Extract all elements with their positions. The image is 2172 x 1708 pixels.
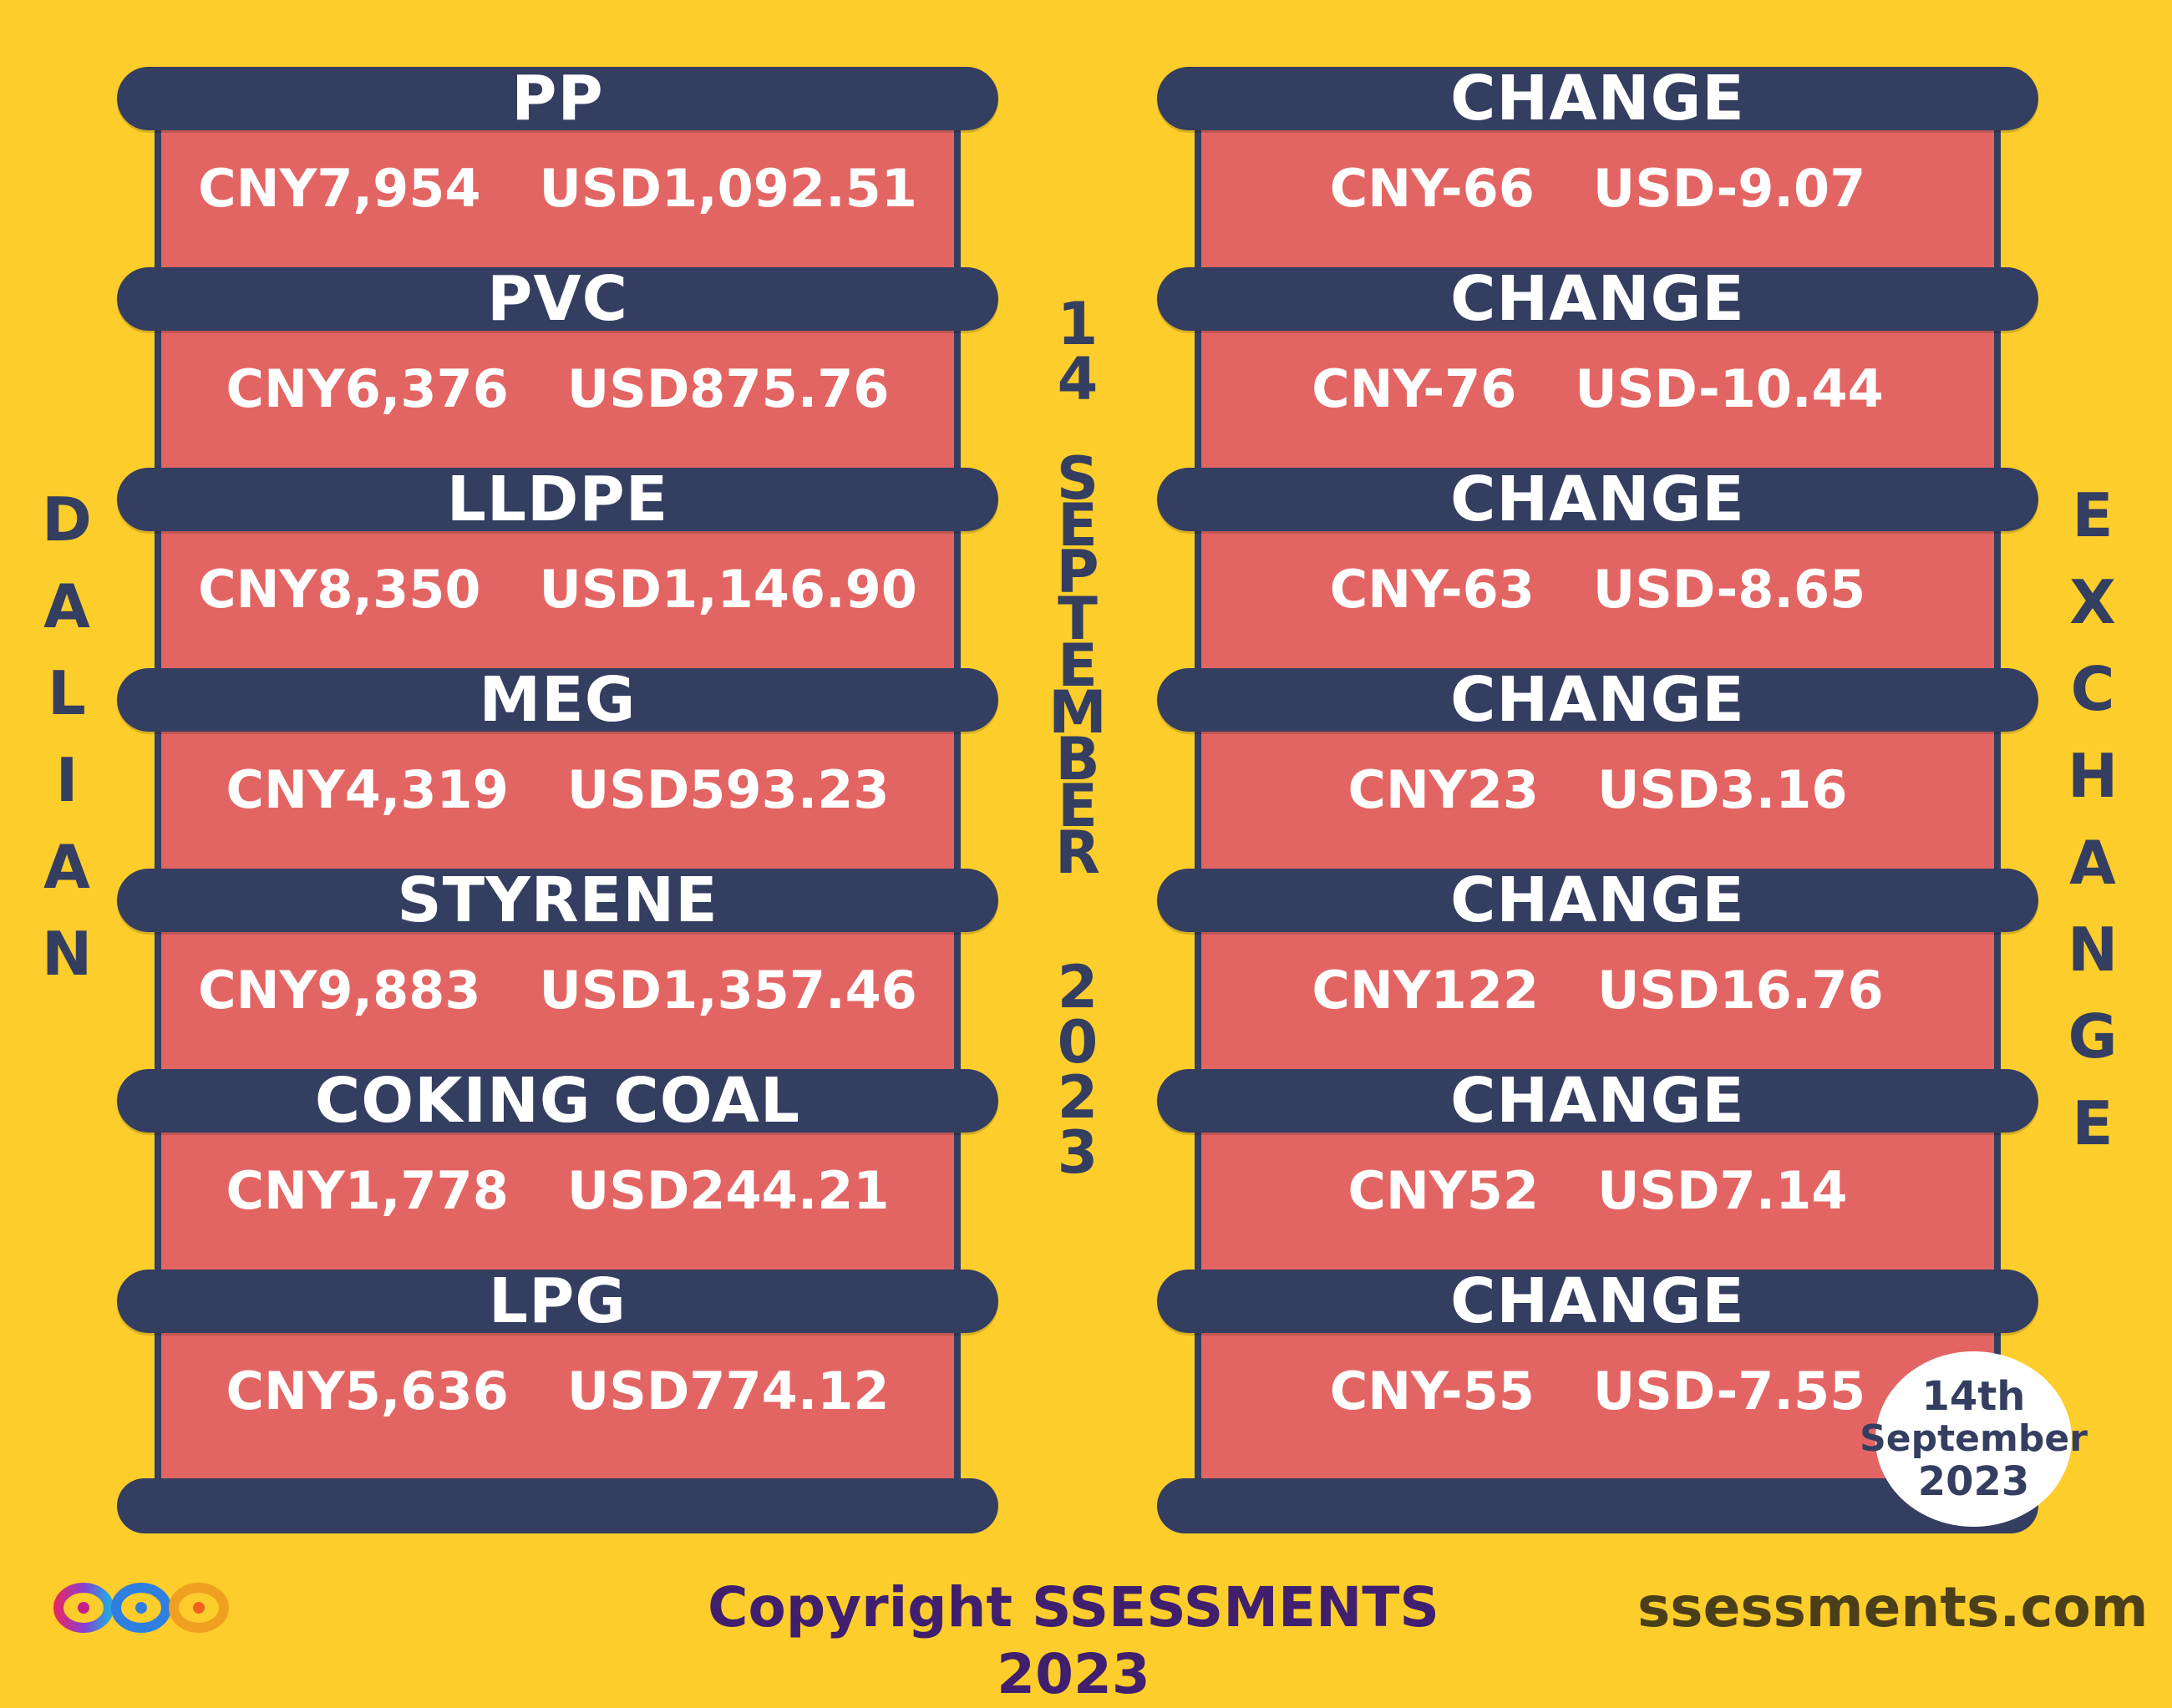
- change-value-box: CNY-66 USD-9.07: [1195, 99, 2001, 299]
- change-values: CNY23 USD3.16: [1201, 761, 1994, 819]
- change-title: CHANGE: [1450, 1065, 1745, 1137]
- product-cny-value: CNY7,954: [198, 158, 481, 219]
- product-value-box: CNY6,376 USD875.76: [155, 299, 961, 499]
- change-values: CNY122 USD16.76: [1201, 961, 1994, 1020]
- change-header-bar: CHANGE: [1157, 63, 2038, 134]
- change-cny-value: CNY52: [1347, 1160, 1540, 1221]
- change-header-bar: CHANGE: [1157, 664, 2038, 736]
- change-values: CNY-55 USD-7.55: [1201, 1362, 1994, 1421]
- product-usd-value: USD1,357.46: [539, 960, 917, 1021]
- change-title: CHANGE: [1450, 1265, 1745, 1337]
- date-stamp-day: 14th: [1921, 1373, 2026, 1420]
- product-title: LPG: [488, 1265, 627, 1337]
- product-title: COKING COAL: [314, 1065, 801, 1137]
- product-cny-value: CNY4,319: [226, 759, 509, 820]
- change-title: CHANGE: [1450, 664, 1745, 736]
- change-title: CHANGE: [1450, 263, 1745, 335]
- product-bottom-bar: [117, 1478, 998, 1533]
- product-value-box: CNY1,778 USD244.21: [155, 1101, 961, 1301]
- product-values: CNY9,883 USD1,357.46: [161, 961, 954, 1020]
- product-values: CNY1,778 USD244.21: [161, 1162, 954, 1220]
- product-header-bar: LPG: [117, 1265, 998, 1337]
- product-header-bar: MEG: [117, 664, 998, 736]
- product-value-box: CNY4,319 USD593.23: [155, 700, 961, 900]
- product-title: STYRENE: [397, 864, 718, 936]
- change-values: CNY-63 USD-8.65: [1201, 560, 1994, 619]
- product-title: PVC: [487, 263, 628, 335]
- date-stamp-year: 2023: [1917, 1458, 2030, 1505]
- change-header-bar: CHANGE: [1157, 1065, 2038, 1137]
- product-value-box: CNY5,636 USD774.12: [155, 1301, 961, 1502]
- change-title: CHANGE: [1450, 464, 1745, 535]
- change-title: CHANGE: [1450, 864, 1745, 936]
- product-usd-value: USD1,146.90: [539, 559, 917, 620]
- product-value-box: CNY8,350 USD1,146.90: [155, 499, 961, 700]
- side-label-exchange: EXCHANGE: [2068, 480, 2119, 1158]
- change-values: CNY-66 USD-9.07: [1201, 160, 1994, 218]
- change-title: CHANGE: [1450, 63, 1745, 134]
- product-usd-value: USD1,092.51: [539, 158, 917, 219]
- product-header-bar: PVC: [117, 263, 998, 335]
- product-cny-value: CNY5,636: [226, 1361, 509, 1422]
- product-cny-value: CNY1,778: [226, 1160, 509, 1221]
- product-header-bar: COKING COAL: [117, 1065, 998, 1137]
- product-values: CNY4,319 USD593.23: [161, 761, 954, 819]
- change-cny-value: CNY-66: [1329, 158, 1535, 219]
- product-cny-value: CNY8,350: [198, 559, 481, 620]
- product-header-bar: STYRENE: [117, 864, 998, 936]
- change-usd-value: USD-9.07: [1592, 158, 1866, 219]
- change-usd-value: USD16.76: [1597, 960, 1884, 1021]
- product-title: LLDPE: [446, 464, 669, 535]
- product-values: CNY7,954 USD1,092.51: [161, 160, 954, 218]
- change-cny-value: CNY122: [1312, 960, 1540, 1021]
- change-cny-value: CNY23: [1347, 759, 1540, 820]
- change-cny-value: CNY-76: [1312, 358, 1517, 419]
- change-value-box: CNY-55 USD-7.55: [1195, 1301, 2001, 1502]
- change-header-bar: CHANGE: [1157, 864, 2038, 936]
- side-label-dalian: DALIAN: [42, 484, 93, 989]
- date-day: 14: [1057, 290, 1099, 413]
- product-usd-value: USD244.21: [566, 1160, 890, 1221]
- change-value-box: CNY-63 USD-8.65: [1195, 499, 2001, 700]
- copyright-text: Copyright SSESSMENTS 2023: [708, 1575, 1439, 1706]
- product-usd-value: USD774.12: [566, 1361, 890, 1422]
- change-usd-value: USD7.14: [1597, 1160, 1848, 1221]
- change-usd-value: USD-8.65: [1592, 559, 1866, 620]
- product-title: PP: [511, 63, 604, 134]
- change-values: CNY-76 USD-10.44: [1201, 360, 1994, 418]
- change-usd-value: USD-10.44: [1575, 358, 1884, 419]
- date-stamp: 14th September 2023: [1860, 1351, 2088, 1527]
- change-value-box: CNY-76 USD-10.44: [1195, 299, 2001, 499]
- change-usd-value: USD-7.55: [1592, 1361, 1866, 1422]
- change-cny-value: CNY-55: [1329, 1361, 1535, 1422]
- product-cny-value: CNY9,883: [198, 960, 481, 1021]
- product-cny-value: CNY6,376: [226, 358, 509, 419]
- product-usd-value: USD875.76: [566, 358, 890, 419]
- date-year: 2023: [1057, 953, 1099, 1187]
- product-title: MEG: [479, 664, 637, 736]
- product-header-bar: PP: [117, 63, 998, 134]
- change-value-box: CNY122 USD16.76: [1195, 900, 2001, 1101]
- product-values: CNY5,636 USD774.12: [161, 1362, 954, 1421]
- product-header-bar: LLDPE: [117, 464, 998, 535]
- change-header-bar: CHANGE: [1157, 263, 2038, 335]
- change-value-box: CNY23 USD3.16: [1195, 700, 2001, 900]
- change-values: CNY52 USD7.14: [1201, 1162, 1994, 1220]
- change-header-bar: CHANGE: [1157, 464, 2038, 535]
- date-stamp-month: September: [1860, 1417, 2088, 1460]
- product-values: CNY8,350 USD1,146.90: [161, 560, 954, 619]
- change-cny-value: CNY-63: [1329, 559, 1535, 620]
- product-value-box: CNY9,883 USD1,357.46: [155, 900, 961, 1101]
- infinity-logo-icon: [53, 1583, 229, 1633]
- website-link[interactable]: ssessments.com: [1637, 1575, 2149, 1640]
- product-values: CNY6,376 USD875.76: [161, 360, 954, 418]
- product-usd-value: USD593.23: [566, 759, 890, 820]
- date-month: SEPTEMBER: [1048, 444, 1107, 887]
- change-header-bar: CHANGE: [1157, 1265, 2038, 1337]
- vertical-date: 14 SEPTEMBER 2023: [1048, 290, 1107, 1187]
- product-value-box: CNY7,954 USD1,092.51: [155, 99, 961, 299]
- change-value-box: CNY52 USD7.14: [1195, 1101, 2001, 1301]
- change-usd-value: USD3.16: [1597, 759, 1848, 820]
